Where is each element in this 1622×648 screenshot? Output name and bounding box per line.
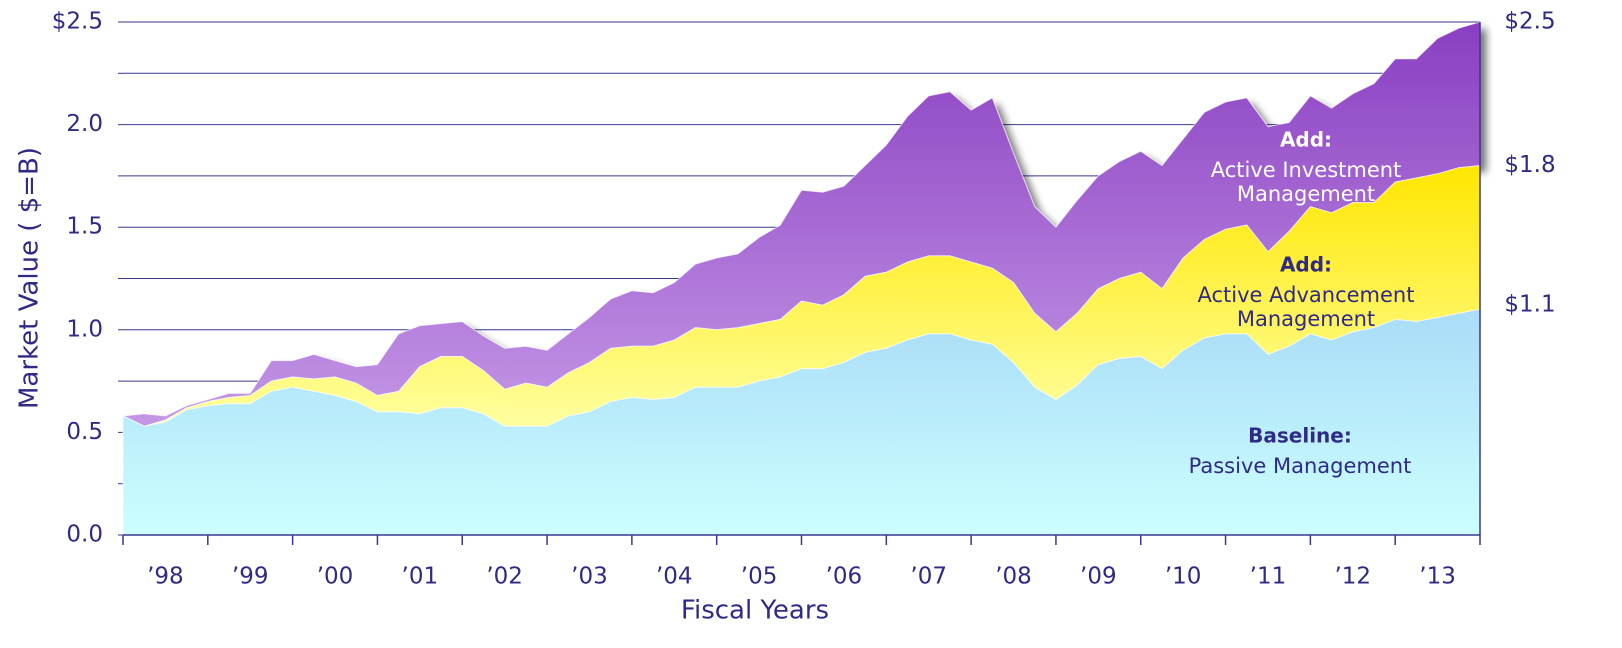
x-tick-label: ’03 (571, 564, 608, 590)
y-tick-label: 2.0 (66, 111, 103, 137)
series-name-line: Active Advancement (1198, 283, 1415, 307)
x-axis-title: Fiscal Years (681, 596, 829, 626)
y-tick-label: 1.0 (66, 316, 103, 342)
x-tick-label: ’04 (656, 564, 693, 590)
y-tick-label: 0.5 (66, 419, 103, 445)
x-tick-label: ’12 (1334, 564, 1371, 590)
series-heading: Add: (1280, 253, 1332, 277)
x-tick-label: ’06 (826, 564, 863, 590)
x-tick-label: ’10 (1165, 564, 1202, 590)
x-tick-label: ’01 (402, 564, 439, 590)
series-name: Active Advancement Management (1198, 283, 1415, 331)
series-heading: Add: (1280, 128, 1332, 152)
y-axis-title: Market Value ( $=B) (15, 147, 45, 409)
y-tick-label: $2.5 (52, 9, 103, 35)
y-tick-label: 0.0 (66, 522, 103, 548)
x-tick-label: ’07 (910, 564, 947, 590)
right-label: $2.5 (1504, 9, 1555, 35)
x-tick-label: ’08 (995, 564, 1032, 590)
series-name: Active Investment Management (1211, 158, 1402, 206)
series-name-line: Management (1237, 307, 1375, 331)
series-name-line: Active Investment (1211, 158, 1402, 182)
y-tick-label: 1.5 (66, 214, 103, 240)
x-tick-label: ’02 (486, 564, 523, 590)
x-tick-label: ’99 (232, 564, 269, 590)
series-heading: Baseline: (1248, 424, 1352, 448)
right-label: $1.8 (1504, 152, 1555, 178)
x-tick-label: ’98 (147, 564, 184, 590)
x-tick-label: ’09 (1080, 564, 1117, 590)
right-label: $1.1 (1504, 292, 1555, 318)
x-tick-label: ’00 (317, 564, 354, 590)
x-tick-label: ’11 (1250, 564, 1287, 590)
series-name-line: Management (1237, 182, 1375, 206)
x-tick-label: ’13 (1419, 564, 1456, 590)
series-name: Passive Management (1189, 454, 1412, 478)
x-tick-label: ’05 (741, 564, 778, 590)
